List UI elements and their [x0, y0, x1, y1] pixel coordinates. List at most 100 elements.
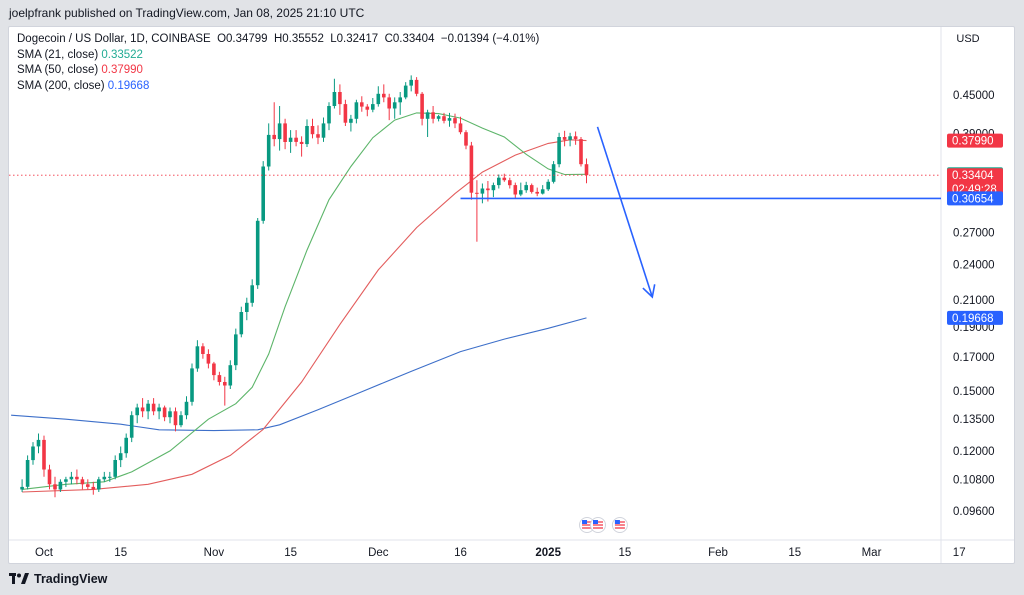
time-tick-label: 15: [114, 547, 127, 559]
candle-body: [546, 181, 550, 190]
candle-body: [118, 453, 123, 461]
candle-body: [403, 85, 408, 98]
candle-body: [497, 177, 501, 186]
sma50-line: [22, 139, 587, 493]
candle-body: [327, 106, 331, 124]
candle-body: [47, 469, 52, 485]
candle-body: [513, 185, 518, 195]
candle-body: [108, 476, 112, 478]
sma200-line: [11, 317, 587, 432]
price-badge: [947, 133, 1003, 148]
candle-body: [91, 486, 96, 490]
candle-body: [168, 411, 172, 418]
candle-body: [223, 382, 227, 386]
candle-body: [294, 137, 298, 142]
candle-body: [201, 346, 205, 354]
publisher-header: joelpfrank published on TradingView.com,…: [0, 0, 1024, 26]
candle-body: [58, 481, 63, 490]
legend-sma50[interactable]: SMA (50, close) 0.37990: [17, 63, 539, 79]
candle-body: [535, 191, 539, 194]
candle-body: [486, 188, 490, 191]
legend-sma200[interactable]: SMA (200, close) 0.19668: [17, 79, 539, 95]
candle-body: [365, 106, 370, 110]
candle-body: [371, 104, 375, 110]
candle-body: [349, 118, 353, 123]
price-tick-label: 0.21000: [953, 295, 995, 307]
time-tick-label: 15: [619, 547, 632, 559]
open-value: O0.34799: [217, 33, 268, 45]
candle-body: [360, 102, 364, 107]
down-arrow-head[interactable]: [642, 284, 656, 299]
legend-sma21[interactable]: SMA (21, close) 0.33522: [17, 48, 539, 64]
candle-body: [261, 166, 265, 221]
candle-body: [190, 368, 194, 402]
time-tick-label: Oct: [35, 547, 54, 559]
candle-body: [283, 123, 287, 142]
time-tick-label: Dec: [368, 547, 389, 559]
candle-body: [305, 126, 309, 145]
time-tick-label: Mar: [862, 547, 882, 559]
candle-body: [173, 411, 178, 426]
candle-body: [392, 102, 397, 109]
candle-body: [129, 415, 134, 438]
candle-body: [458, 123, 463, 133]
candle-body: [508, 180, 512, 186]
candle-body: [557, 137, 561, 165]
sma21-value: 0.33522: [101, 48, 143, 61]
candle-body: [25, 460, 30, 487]
candle-body: [234, 334, 238, 366]
change-value: −0.01394 (−4.01%): [440, 33, 540, 45]
symbol-ohlc-row: Dogecoin / US Dollar, 1D, COINBASE O0.34…: [17, 32, 539, 48]
candle-body: [387, 97, 391, 109]
price-badge: [947, 168, 1003, 197]
footer: TradingView: [9, 569, 107, 589]
time-tick-label: 17: [953, 547, 966, 559]
candle-body: [151, 403, 156, 412]
low-value: L0.32417: [330, 33, 379, 45]
time-tick-label: 2025: [535, 547, 561, 559]
symbol-line[interactable]: Dogecoin / US Dollar, 1D, COINBASE: [17, 33, 211, 45]
down-arrow-line[interactable]: [596, 126, 654, 298]
time-tick-label: 15: [788, 547, 801, 559]
sma21-label: SMA (21, close): [17, 48, 99, 61]
candle-body: [245, 302, 249, 312]
chart-panel[interactable]: Dogecoin / US Dollar, 1D, COINBASE O0.34…: [8, 26, 1015, 564]
candle-body: [97, 479, 101, 490]
candle-body: [529, 185, 534, 192]
flag-canton: [582, 520, 588, 524]
sma50-value: 0.37990: [101, 64, 143, 76]
candle-body: [157, 407, 161, 412]
candle-body: [20, 486, 24, 490]
price-tick-label: 0.10800: [953, 474, 995, 486]
candle-body: [338, 92, 342, 105]
time-tick-label: 16: [454, 547, 467, 559]
candle-body: [431, 112, 435, 119]
candle-body: [146, 403, 150, 412]
currency-button[interactable]: USD: [956, 33, 980, 45]
candle-body: [266, 134, 271, 167]
candle-body: [69, 476, 74, 480]
candle-body: [316, 134, 320, 138]
candle-body: [524, 185, 528, 191]
candle-body: [162, 407, 167, 418]
candle-body: [519, 190, 523, 195]
candle-body: [135, 407, 139, 416]
candle-body: [102, 476, 107, 480]
price-chart[interactable]: 0.450000.390000.270000.240000.210000.190…: [9, 27, 1014, 563]
candle-body: [195, 346, 200, 369]
time-tick-label: Feb: [708, 547, 728, 559]
candle-body: [36, 439, 41, 447]
candle-body: [321, 123, 326, 138]
candle-body: [540, 189, 545, 194]
candle-body: [250, 285, 254, 303]
candle-body: [206, 354, 211, 364]
price-tick-label: 0.15000: [953, 386, 995, 398]
price-badge-label: 0.19668: [952, 313, 994, 325]
sma200-value: 0.19668: [107, 79, 150, 92]
publisher-line: joelpfrank published on TradingView.com,…: [9, 6, 365, 20]
candle-body: [80, 479, 85, 485]
candle-body: [310, 126, 315, 135]
price-badge: [947, 191, 1003, 206]
candle-body: [53, 484, 57, 490]
candle-body: [179, 415, 183, 426]
